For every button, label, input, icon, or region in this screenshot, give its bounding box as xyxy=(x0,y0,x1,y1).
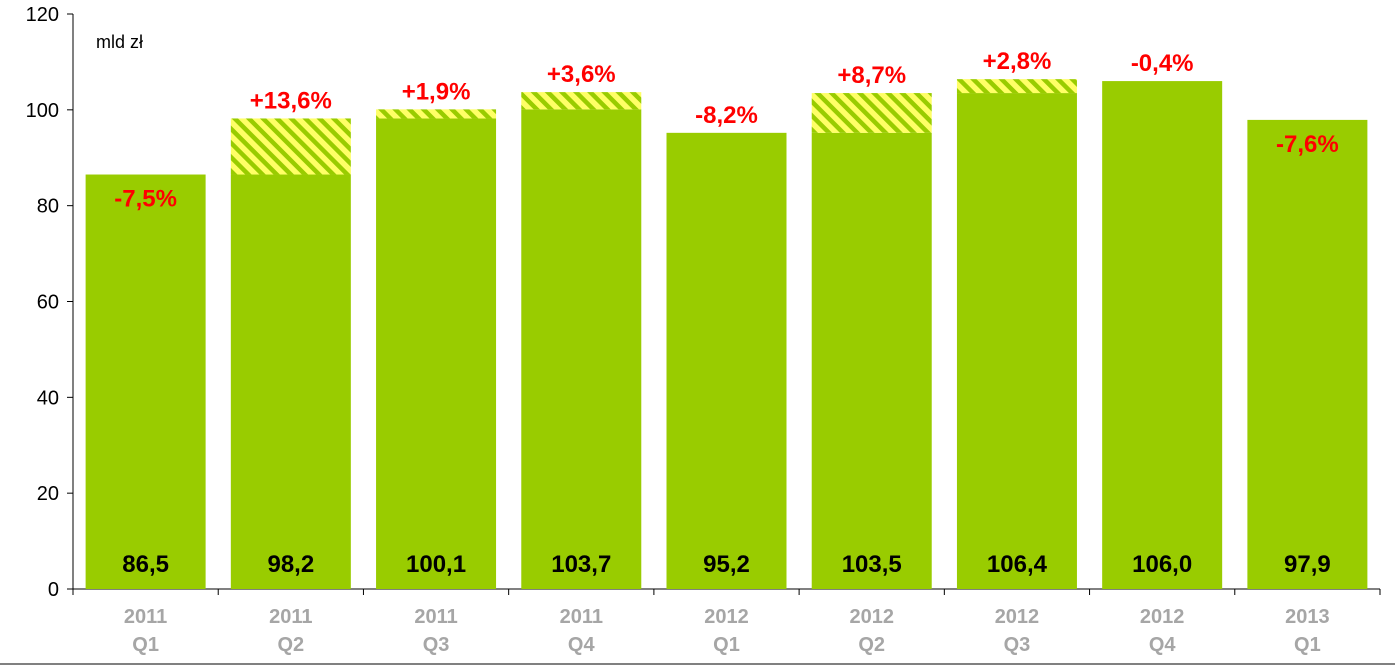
bar-value-label: 100,1 xyxy=(406,551,466,578)
bar xyxy=(376,118,497,589)
change-label: -8,2% xyxy=(695,102,758,129)
y-tick-label: 120 xyxy=(26,4,59,26)
x-category-quarter: Q1 xyxy=(132,634,159,656)
x-category-year: 2011 xyxy=(414,606,457,628)
bar-value-label: 103,7 xyxy=(551,551,611,578)
x-category-year: 2013 xyxy=(1285,606,1330,628)
x-category-quarter: Q1 xyxy=(713,634,740,656)
unit-label: mld zł xyxy=(96,32,143,52)
bar xyxy=(666,132,787,590)
change-label: +8,7% xyxy=(837,62,906,89)
bar-value-label: 86,5 xyxy=(122,551,169,578)
y-tick-label: 0 xyxy=(48,579,59,601)
bar xyxy=(85,174,206,590)
bar-value-label: 97,9 xyxy=(1284,551,1331,578)
bar-growth-hatch xyxy=(956,79,1077,94)
change-label: -7,6% xyxy=(1276,131,1339,158)
x-category-year: 2012 xyxy=(995,606,1040,628)
x-category-quarter: Q3 xyxy=(423,634,450,656)
x-category-quarter: Q4 xyxy=(1149,634,1177,656)
y-tick-label: 20 xyxy=(37,483,59,505)
bar xyxy=(811,132,932,590)
change-label: +2,8% xyxy=(983,48,1052,75)
change-label: -7,5% xyxy=(114,186,177,213)
bar xyxy=(521,109,642,590)
bar xyxy=(230,174,351,590)
bar xyxy=(1247,119,1368,589)
bar-growth-hatch xyxy=(376,109,497,119)
bar xyxy=(1102,81,1223,589)
plot-area: 0 20 40 60 80 100 120 86,5 -7,5% 2011 Q1 98,2 +13,6%… xyxy=(0,4,1395,665)
bar xyxy=(956,93,1077,589)
y-tick-label: 40 xyxy=(37,387,59,409)
bar-value-label: 98,2 xyxy=(267,551,314,578)
bar-value-label: 95,2 xyxy=(703,551,750,578)
x-category-quarter: Q2 xyxy=(277,634,304,656)
x-category-quarter: Q4 xyxy=(568,634,596,656)
y-tick-label: 80 xyxy=(37,196,59,218)
bar-value-label: 106,0 xyxy=(1132,551,1192,578)
x-category-year: 2011 xyxy=(124,606,167,628)
change-label: +1,9% xyxy=(402,78,471,105)
change-label: +3,6% xyxy=(547,61,616,88)
y-tick-label: 60 xyxy=(37,292,59,314)
change-label: -0,4% xyxy=(1131,50,1194,77)
x-category-year: 2012 xyxy=(1140,606,1185,628)
bar-growth-hatch xyxy=(521,92,642,110)
x-category-year: 2012 xyxy=(849,606,894,628)
x-category-quarter: Q1 xyxy=(1294,634,1321,656)
x-category-year: 2011 xyxy=(560,606,603,628)
x-category-year: 2011 xyxy=(269,606,312,628)
bar-value-label: 103,5 xyxy=(842,551,902,578)
bar-growth-hatch xyxy=(811,93,932,133)
x-category-quarter: Q3 xyxy=(1004,634,1031,656)
x-category-quarter: Q2 xyxy=(858,634,885,656)
bar-growth-hatch xyxy=(230,118,351,175)
change-label: +13,6% xyxy=(250,87,332,114)
x-category-year: 2012 xyxy=(704,606,749,628)
bar-value-label: 106,4 xyxy=(987,551,1048,578)
y-tick-label: 100 xyxy=(26,100,59,122)
